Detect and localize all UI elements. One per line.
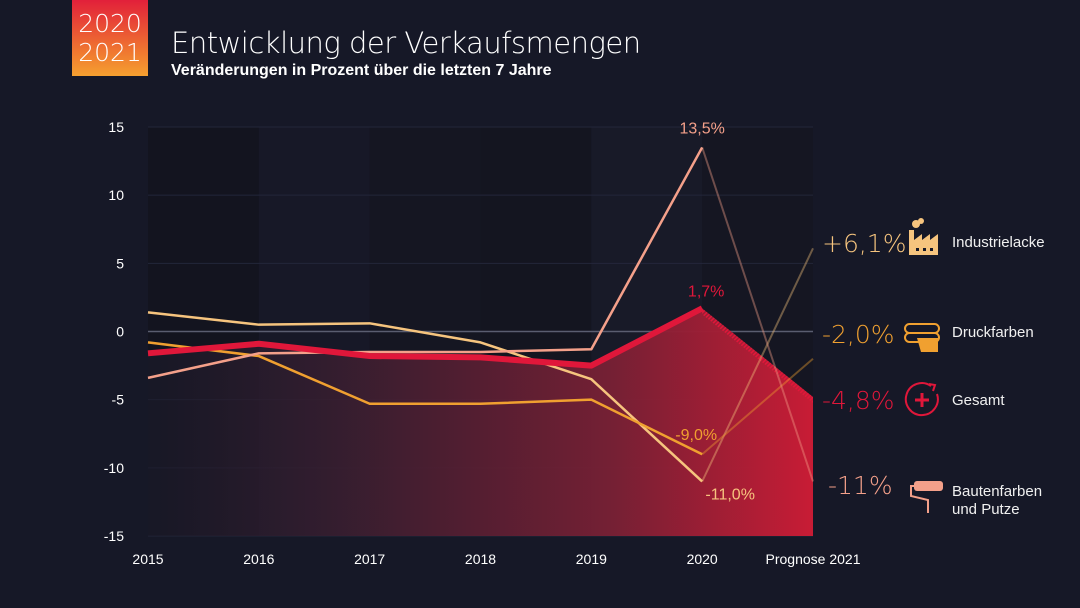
data-label: -11,0% [705, 486, 755, 503]
x-tick-label: 2019 [576, 551, 607, 567]
gesamt-area [148, 308, 813, 536]
forecast-segment-industrielacke [701, 247, 814, 482]
x-tick-label: 2017 [354, 551, 385, 567]
y-tick-label: -10 [104, 460, 124, 476]
circle-plus-icon [904, 382, 939, 417]
legend-name-industrielacke: Industrielacke [952, 234, 1045, 251]
forecast-segment-bautenfarben-und-putze [701, 147, 814, 482]
series-line-gesamt [147, 305, 704, 369]
y-tick-label: -15 [104, 528, 124, 544]
badge-year-1: 2020 [78, 9, 142, 38]
legend-name-druckfarben: Druckfarben [952, 324, 1034, 341]
legend-value: -4,8% [822, 386, 895, 415]
page-title: Entwicklung der Verkaufsmengen [171, 26, 641, 60]
y-tick-label: -5 [112, 392, 125, 408]
y-tick-label: 10 [108, 187, 124, 203]
printing-rollers-icon [904, 323, 940, 352]
data-label: -9,0% [675, 427, 717, 444]
year-badge: 2020 2021 [72, 0, 148, 76]
legend-name-gesamt: Gesamt [952, 392, 1005, 409]
data-label: 13,5% [679, 120, 724, 137]
forecast-segment-druckfarben [701, 358, 814, 455]
y-tick-label: 5 [116, 255, 124, 271]
y-tick-label: 15 [108, 119, 124, 135]
x-tick-label: Prognose 2021 [766, 551, 861, 567]
legend-name-bautenfarben: Bautenfarben und Putze [952, 483, 1042, 519]
series-line-druckfarben [147, 341, 703, 456]
legend-name-bautenfarben-line2: und Putze [952, 501, 1020, 518]
page-subtitle: Veränderungen in Prozent über die letzte… [171, 62, 552, 79]
badge-year-2: 2021 [78, 38, 142, 67]
legend-value: -11% [828, 471, 893, 500]
gesamt-forecast-hatch [702, 308, 813, 403]
factory-icon [909, 218, 938, 255]
x-tick-label: 2018 [465, 551, 496, 567]
data-label: 1,7% [688, 283, 724, 300]
series-line-industrielacke [147, 311, 704, 483]
legend-name-bautenfarben-line1: Bautenfarben [952, 483, 1043, 500]
x-tick-label: 2015 [132, 551, 163, 567]
legend-value: -2,0% [822, 320, 895, 349]
y-tick-label: 0 [116, 324, 124, 340]
legend-value: +6,1% [822, 229, 906, 258]
x-tick-label: 2020 [687, 551, 718, 567]
x-tick-label: 2016 [243, 551, 274, 567]
paint-roller-icon [910, 481, 943, 513]
series-line-bautenfarben-und-putze [147, 146, 704, 380]
